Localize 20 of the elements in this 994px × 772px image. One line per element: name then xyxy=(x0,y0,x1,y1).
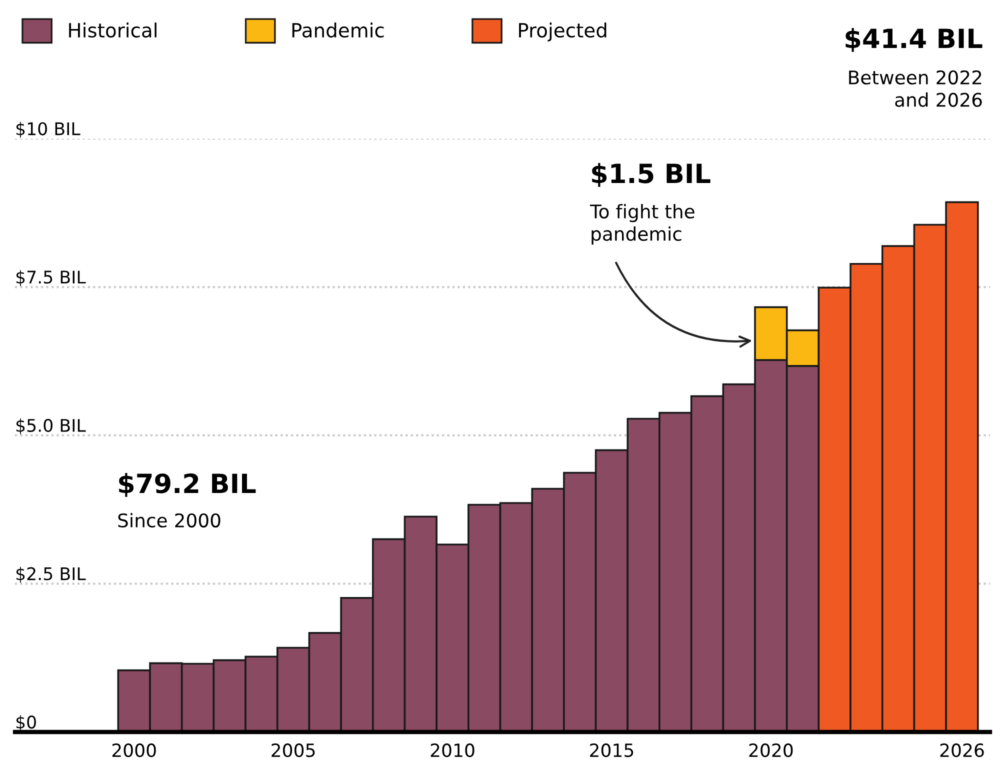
x-tick-label: 2020 xyxy=(749,743,793,758)
x-tick-label: 2015 xyxy=(590,743,634,758)
x-tick-label: 2010 xyxy=(430,743,474,758)
y-tick-label: $5.0 BIL xyxy=(16,418,86,434)
x-tick-label: 2026 xyxy=(940,743,984,758)
y-tick-label: $2.5 BIL xyxy=(16,566,86,583)
legend-label: Historical xyxy=(69,22,156,38)
annotation: $79.2 BIL xyxy=(119,472,256,497)
legend-label: Pandemic xyxy=(292,22,384,38)
annotation: To fight the pandemic xyxy=(590,204,694,245)
text: $41.4 BIL xyxy=(846,28,982,52)
x-tick-label: 2005 xyxy=(272,743,315,758)
annotation: Since 2000 xyxy=(118,513,220,528)
annotation: $1.5 BIL xyxy=(592,162,710,187)
y-tick-label: $0 xyxy=(16,715,36,731)
text: Between 2022 and 2026 xyxy=(849,70,982,107)
y-tick-label: $7.5 BIL xyxy=(16,270,86,286)
legend-label: Projected xyxy=(519,22,606,42)
y-tick-label: $10 BIL xyxy=(16,122,80,138)
x-tick-label: 2000 xyxy=(112,743,156,758)
